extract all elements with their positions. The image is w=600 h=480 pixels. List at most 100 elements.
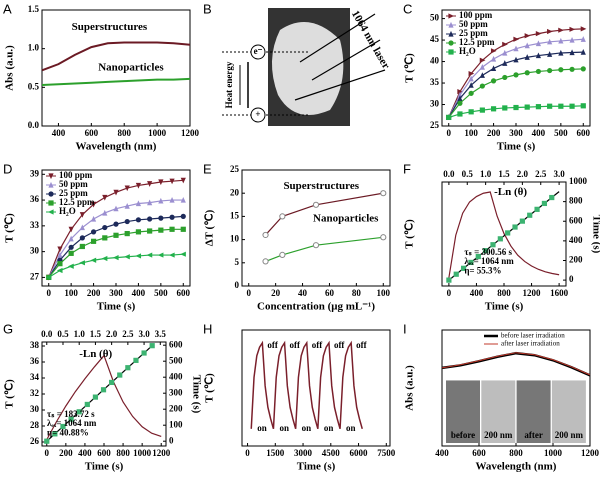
y-tick-label: 27: [30, 271, 40, 281]
x-tick-label: 300: [509, 128, 523, 138]
marker: [457, 111, 463, 117]
marker: [547, 51, 553, 57]
marker: [513, 104, 519, 111]
marker: [479, 107, 485, 113]
marker: [468, 82, 474, 88]
legend-marker: [47, 209, 54, 215]
x-tick-label: 400: [435, 448, 449, 458]
marker: [113, 232, 119, 238]
marker: [569, 66, 575, 72]
marker: [84, 401, 90, 408]
inset-image: [551, 380, 586, 443]
legend-marker: [448, 40, 454, 46]
annotation: +: [255, 109, 260, 119]
plot-frame: [241, 329, 391, 447]
x-tick-label: 0: [46, 288, 51, 298]
marker: [502, 105, 508, 111]
marker: [453, 271, 459, 277]
marker: [90, 257, 97, 263]
annotation: on: [346, 423, 356, 433]
marker: [68, 250, 74, 256]
marker: [547, 28, 553, 35]
electron: [250, 44, 266, 60]
marker: [569, 36, 575, 43]
marker: [147, 216, 153, 222]
y-tick-label: 0.5: [28, 81, 40, 91]
legend-marker: [48, 181, 54, 188]
marker: [512, 224, 518, 230]
marker: [457, 95, 463, 102]
marker: [102, 224, 108, 231]
x2-tick-label: 1.0: [480, 169, 492, 179]
marker: [158, 215, 164, 221]
x-tick-label: 800: [497, 288, 511, 298]
marker: [158, 197, 164, 204]
marker: [549, 194, 555, 201]
x-tick-label: 40: [298, 288, 308, 298]
marker: [479, 83, 485, 89]
marker: [102, 194, 108, 201]
x2-tick-label: 2.0: [106, 329, 118, 339]
marker: [547, 38, 553, 45]
annotation: off: [312, 340, 323, 350]
marker: [56, 267, 63, 274]
marker: [457, 100, 463, 106]
x2-tick-label: 1.5: [90, 329, 102, 339]
y2-tick-label: 400: [569, 235, 583, 245]
marker: [446, 114, 452, 121]
marker: [180, 251, 186, 257]
x-tick-label: 1000: [133, 448, 152, 458]
annotation: Heat energy: [224, 61, 234, 108]
marker: [147, 228, 153, 234]
annotation: on: [257, 423, 267, 433]
x-tick-label: 7500: [377, 448, 396, 458]
marker: [513, 72, 519, 78]
marker: [468, 259, 474, 266]
marker: [558, 103, 564, 109]
panel-letter: B: [203, 1, 212, 16]
marker: [569, 103, 575, 109]
marker: [68, 263, 74, 269]
series-line: [41, 41, 191, 72]
marker: [524, 70, 530, 76]
panel-letter: A: [3, 1, 12, 16]
x-tick-label: 400: [78, 448, 92, 458]
marker: [535, 52, 542, 59]
marker: [505, 230, 511, 236]
y-tick-label: 20: [230, 187, 240, 197]
marker: [535, 40, 542, 47]
legend-label: H₂O: [59, 206, 76, 216]
marker: [513, 45, 519, 52]
marker: [79, 243, 85, 250]
y2-tick-label: 500: [169, 355, 183, 365]
inset-label: after: [524, 430, 542, 440]
marker: [524, 42, 530, 49]
marker: [169, 226, 175, 232]
x-tick-label: 0: [447, 288, 452, 298]
marker: [90, 229, 97, 235]
marker: [279, 213, 286, 220]
y-axis-label: T (℃): [404, 53, 416, 83]
y2-tick-label: 300: [169, 387, 183, 397]
marker: [147, 199, 153, 206]
series-label: Superstructures: [72, 21, 148, 33]
marker: [125, 365, 131, 371]
x-tick-label: 600: [577, 128, 591, 138]
legend-label: 50 ppm: [459, 19, 488, 29]
panel-letter: C: [403, 1, 412, 16]
marker: [580, 66, 586, 72]
annotation: τₛ = 300.56 s: [464, 247, 512, 257]
y-tick-label: 5: [235, 257, 240, 267]
marker: [109, 379, 115, 386]
legend-label: 25 ppm: [59, 188, 88, 198]
y-tick-label: 35: [430, 77, 440, 87]
inset-label: before: [451, 430, 475, 440]
x-tick-label: 400: [470, 288, 484, 298]
marker: [547, 103, 553, 109]
marker: [68, 244, 74, 250]
y-tick-label: 30: [30, 404, 40, 414]
laser-arrow: [294, 69, 386, 101]
y2-tick-label: 600: [169, 339, 183, 349]
x-tick-label: 1600: [550, 288, 569, 298]
